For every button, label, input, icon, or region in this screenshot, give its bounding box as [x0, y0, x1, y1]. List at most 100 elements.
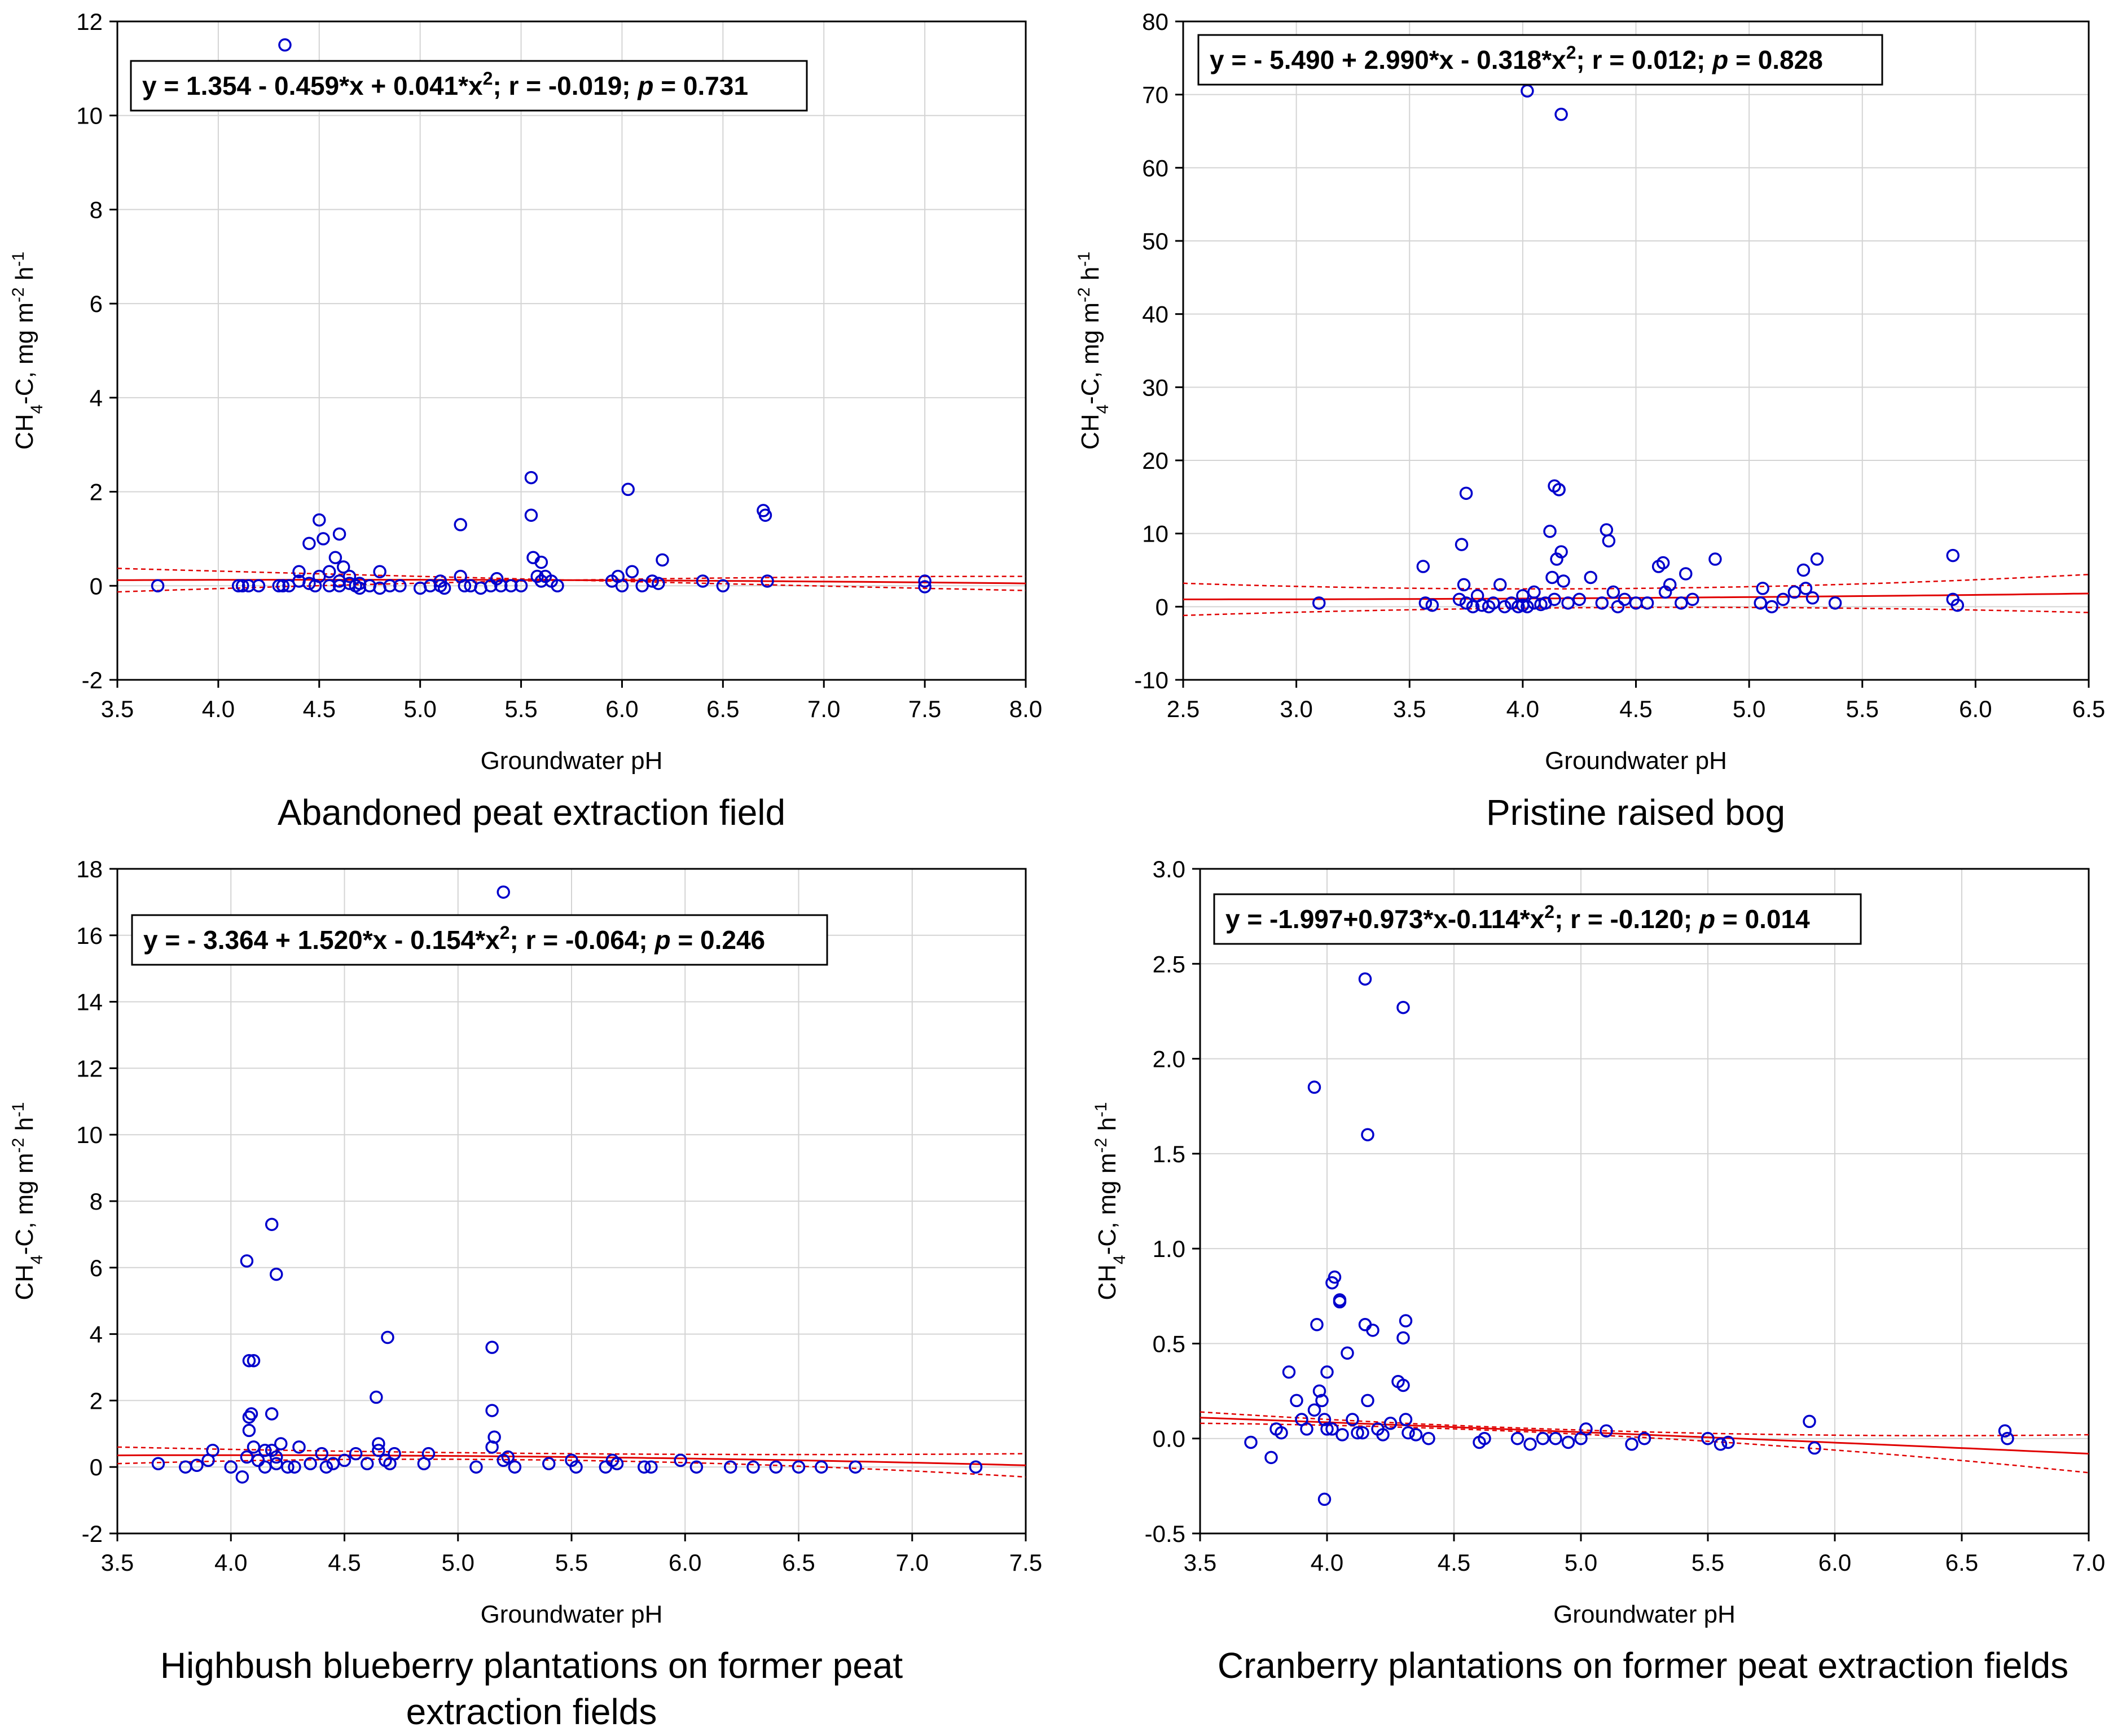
data-point [1399, 1413, 1413, 1426]
panel-caption: Cranberry plantations on former peat ext… [1218, 1645, 2068, 1686]
data-point [969, 1460, 983, 1474]
data-point [724, 1460, 737, 1474]
y-axis: -10 0 10 20 30 40 50 60 70 80 [1134, 8, 1183, 693]
equation-formula: y = - 5.490 + 2.990*x - 0.318*x [1210, 45, 1566, 74]
y-axis-label: CH4-C, mg m-2 h-1 [1092, 1102, 1129, 1300]
data-point [1721, 1435, 1735, 1449]
data-point [1320, 1422, 1334, 1436]
y-tick-label: 0.5 [1153, 1330, 1185, 1357]
equation-r-value: ; r = -0.064; [510, 925, 655, 955]
equation-p-symbol: p [1698, 904, 1715, 934]
y-label-rest: -C, mg m [11, 1153, 38, 1255]
y-tick-label: 1.0 [1153, 1236, 1185, 1262]
equation-box: y = 1.354 - 0.459*x + 0.041*x2; r = -0.0… [130, 60, 808, 112]
data-point [1361, 1394, 1374, 1408]
data-point [1466, 600, 1480, 614]
data-point [1396, 1000, 1410, 1014]
y-label-subscript: 4 [1110, 1255, 1129, 1264]
y-tick-label: 16 [76, 922, 103, 949]
data-point [1396, 1378, 1410, 1392]
x-tick-label: 3.5 [1184, 1549, 1216, 1576]
data-point [247, 1353, 261, 1368]
x-tick-label: 7.0 [896, 1549, 929, 1576]
panel-caption: Highbush blueberry plantations on former… [160, 1645, 903, 1686]
x-axis: 3.5 4.0 4.5 5.0 5.5 6.0 6.5 7.0 [1184, 1533, 2105, 1576]
y-axis: -2 0 2 4 6 8 10 12 [76, 8, 117, 693]
y-label-rest: -C, mg m [1077, 302, 1104, 405]
data-point [524, 508, 538, 522]
y-tick-label: 4 [90, 1321, 103, 1348]
data-point [372, 1444, 385, 1457]
panel-pristine-raised-bog: 2.5 3.0 3.5 4.0 4.5 5.0 5.5 6.0 6.5 -10 0 10 20 30 40 5… [1075, 8, 2106, 833]
data-point [319, 1460, 333, 1474]
equation-p-symbol: p [653, 925, 670, 955]
data-point [508, 1460, 522, 1474]
data-point [645, 574, 659, 588]
data-point [1320, 1365, 1334, 1379]
x-tick-label: 6.0 [1959, 696, 1992, 722]
x-axis-label: Groundwater pH [1545, 747, 1727, 775]
y-tick-label: 14 [76, 989, 103, 1016]
data-point [274, 1437, 288, 1451]
data-point [1765, 600, 1778, 614]
data-point [815, 1460, 828, 1474]
data-point [490, 572, 504, 586]
equation-box: y = - 5.490 + 2.990*x - 0.318*x2; r = 0.… [1197, 34, 1883, 86]
panel-cranberry-plantations: 3.5 4.0 4.5 5.0 5.5 6.0 6.5 7.0 -0.5 0.0 0.5 1.0 1.5… [1092, 856, 2106, 1686]
x-tick-label: 5.5 [1692, 1549, 1724, 1576]
data-point [151, 579, 165, 593]
y-tick-label: 2.0 [1153, 1046, 1185, 1073]
y-label-superscript: -1 [9, 252, 28, 267]
y-label-mid: h [11, 267, 38, 288]
data-point [1358, 1318, 1372, 1331]
data-point [487, 1430, 501, 1444]
data-point [265, 1444, 279, 1457]
y-tick-label: 0 [1156, 594, 1168, 620]
data-point [792, 1460, 806, 1474]
x-tick-label: 6.5 [2072, 696, 2105, 722]
y-tick-label: -10 [1134, 667, 1168, 693]
data-point [302, 537, 316, 551]
y-axis-label: CH4-C, mg m-2 h-1 [1075, 252, 1112, 450]
data-point [1810, 552, 1824, 566]
data-point [381, 1330, 394, 1344]
x-tick-label: 4.5 [303, 696, 336, 722]
data-point [190, 1458, 204, 1473]
data-point [251, 1453, 265, 1467]
fit-lines [1200, 1411, 2089, 1474]
y-tick-label: 10 [76, 103, 103, 129]
data-point [1366, 1324, 1379, 1337]
y-tick-label: 50 [1142, 228, 1168, 254]
data-point [674, 1453, 687, 1467]
data-point [1754, 596, 1767, 610]
data-point [689, 1460, 704, 1474]
y-label-main: CH [1077, 414, 1104, 450]
y-label-mid: h [11, 1117, 38, 1138]
data-point [1606, 585, 1620, 599]
data-point [1459, 596, 1473, 610]
x-tick-label: 5.0 [442, 1549, 475, 1576]
equation-p-value: = 0.014 [1715, 904, 1810, 934]
data-point [625, 565, 639, 579]
data-point [1341, 1346, 1354, 1360]
data-point [1787, 585, 1802, 599]
data-point [1600, 1424, 1613, 1438]
y-label-main: CH [1093, 1264, 1121, 1300]
data-point [644, 1460, 658, 1474]
data-point [1561, 596, 1575, 610]
panel-caption: Abandoned peat extraction field [278, 792, 785, 833]
equation-superscript: 2 [1544, 902, 1554, 922]
data-point [769, 1460, 783, 1474]
x-tick-label: 4.5 [328, 1549, 361, 1576]
data-point [1776, 592, 1790, 606]
panel-caption: extraction fields [406, 1691, 657, 1732]
data-point [1708, 552, 1722, 566]
data-point [1523, 1438, 1537, 1451]
y-label-main: CH [11, 1264, 38, 1300]
data-point [1282, 1365, 1296, 1379]
equation-formula: y = - 3.364 + 1.520*x - 0.154*x [143, 925, 500, 955]
x-tick-label: 6.0 [669, 1549, 701, 1576]
data-point [1325, 1276, 1339, 1290]
x-tick-label: 5.5 [504, 696, 537, 722]
equation-box: y = -1.997+0.973*x-0.114*x2; r = -0.120;… [1213, 893, 1862, 945]
